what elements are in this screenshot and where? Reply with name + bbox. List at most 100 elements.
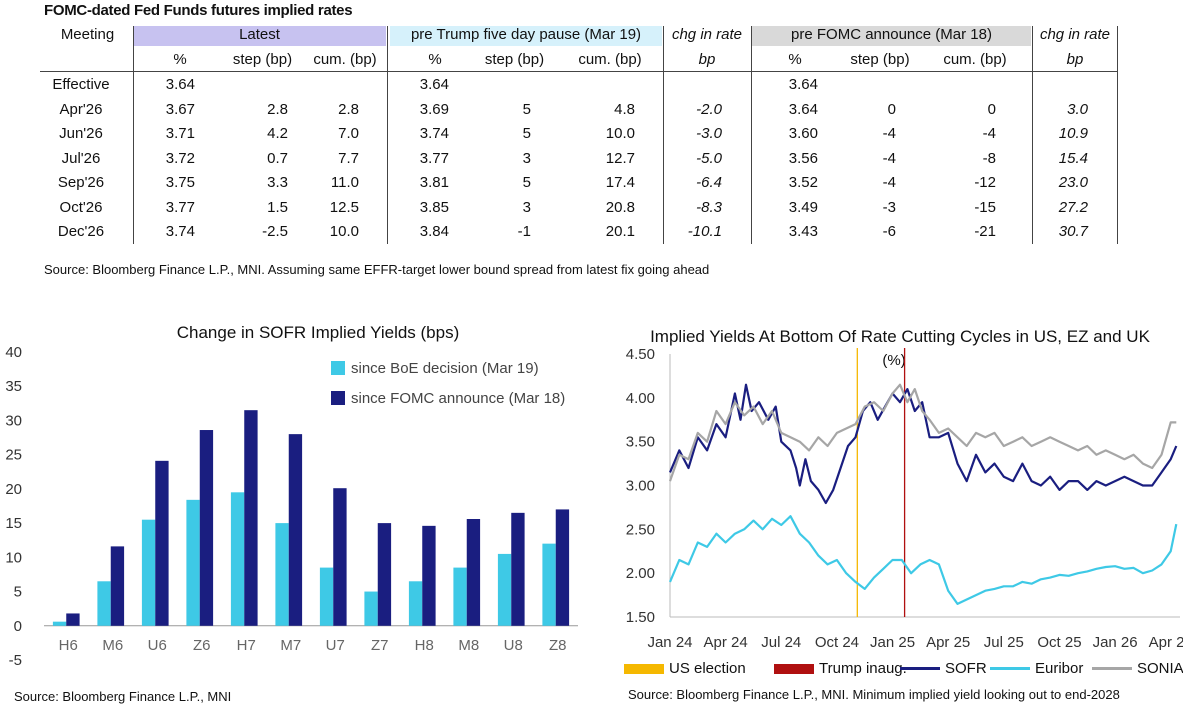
- cell-meeting: Effective: [52, 76, 110, 93]
- bar-fomc-H7: [244, 410, 258, 626]
- pre-trump-header-bg: [390, 26, 662, 46]
- cell-fomc-cum: -12: [974, 174, 996, 191]
- chg-rate-header-2: chg in rate: [1039, 26, 1111, 43]
- cell-chg1: -5.0: [696, 149, 722, 167]
- bar-legend-label: since FOMC announce (Mar 18): [351, 390, 565, 407]
- implied-yields-line-chart: Implied Yields At Bottom Of Rate Cutting…: [626, 327, 1183, 651]
- bar-fomc-Z7: [377, 523, 392, 626]
- cell-trump-cum: [560, 74, 635, 96]
- header-rule: [40, 71, 1117, 72]
- line-x-tick: Jan 25: [870, 634, 915, 651]
- series-line-sonia: [668, 383, 1177, 482]
- cell-trump-step: 5: [522, 125, 531, 142]
- cell-trump-step: -1: [517, 223, 531, 240]
- line-y-tick: 2.00: [626, 565, 655, 582]
- legend-label-euribor: Euribor: [1035, 660, 1084, 677]
- cell-fomc-cum: 0: [987, 100, 996, 118]
- legend-us-election: US election: [624, 660, 746, 677]
- bar-fomc-M6: [110, 546, 125, 626]
- bar-boe-M8: [453, 567, 467, 626]
- bar-chart-source: Source: Bloomberg Finance L.P., MNI: [14, 689, 232, 704]
- line-y-tick: 3.00: [626, 478, 655, 495]
- cell-chg1: -2.0: [696, 100, 722, 118]
- bar-fomc-U7: [333, 488, 347, 626]
- bar-fomc-U8: [511, 512, 525, 626]
- line-x-tick: Oct 25: [1037, 634, 1081, 651]
- cell-trump-cum: 20.8: [605, 198, 635, 216]
- line-y-tick: 1.50: [626, 609, 655, 626]
- bar-x-tick: Z7: [371, 637, 389, 654]
- cell-trump-pct: 3.69: [419, 100, 449, 118]
- cell-trump-cum: 17.4: [605, 174, 635, 191]
- bar-x-tick: Z6: [193, 637, 211, 654]
- legend-swatch-euribor: [990, 667, 1030, 670]
- legend-euribor: Euribor: [990, 660, 1083, 677]
- latest-header: Latest: [239, 26, 280, 43]
- cell-latest-pct: 3.72: [165, 149, 195, 167]
- bar-y-tick: 30: [5, 412, 22, 429]
- cell-meeting: Apr'26: [59, 100, 103, 118]
- cell-meeting: Oct'26: [59, 198, 103, 216]
- cell-latest-cum: 7.0: [338, 125, 359, 142]
- line-x-tick: Apr 24: [704, 634, 748, 651]
- cell-chg1: -3.0: [696, 125, 722, 142]
- cell-latest-step: 0.7: [267, 149, 288, 167]
- cell-fomc-pct: 3.60: [788, 125, 818, 142]
- cell-fomc-pct: 3.64: [788, 76, 818, 93]
- pre-fomc-header: pre FOMC announce (Mar 18): [791, 26, 992, 43]
- cell-chg2: 23.0: [1058, 174, 1088, 191]
- sub-trump-pct: %: [428, 51, 442, 68]
- divider-3: [663, 26, 664, 244]
- cell-latest-step: 1.5: [267, 198, 288, 216]
- bar-boe-Z8: [542, 543, 556, 626]
- cell-trump-pct: 3.85: [419, 198, 449, 216]
- legend-label-sofr: SOFR: [945, 660, 987, 677]
- sub-latest-pct: %: [173, 51, 187, 68]
- sub-fomc-step: step (bp): [850, 51, 910, 68]
- bar-x-tick: U7: [326, 637, 345, 654]
- sub-latest-step: step (bp): [232, 51, 293, 68]
- cell-fomc-step: -6: [882, 223, 896, 240]
- cell-latest-pct: 3.71: [165, 125, 195, 142]
- cell-chg1: -10.1: [687, 223, 722, 240]
- cell-trump-cum: 20.1: [605, 223, 635, 240]
- cell-latest-step: 2.8: [267, 100, 288, 118]
- sub-trump-cum: cum. (bp): [578, 51, 642, 68]
- bar-y-tick: 0: [14, 618, 22, 635]
- cell-latest-step: 3.3: [267, 174, 288, 191]
- legend-swatch-trump-inaug: [774, 663, 814, 674]
- line-x-tick: Jan 24: [647, 634, 692, 651]
- sub-chg1-bp: bp: [698, 51, 716, 68]
- cell-latest-pct: 3.75: [165, 174, 195, 191]
- cell-meeting: Jun'26: [59, 125, 103, 142]
- latest-header-bg: [133, 26, 386, 46]
- divider-1: [133, 26, 134, 244]
- cell-latest-cum: 2.8: [338, 100, 359, 118]
- cell-chg1: -8.3: [696, 198, 722, 216]
- line-y-tick: 4.50: [626, 346, 655, 363]
- cell-chg2: 10.9: [1058, 125, 1088, 142]
- cell-latest-cum: 10.0: [329, 223, 359, 240]
- bar-boe-H7: [230, 492, 245, 626]
- bar-boe-U6: [141, 519, 156, 626]
- cell-trump-pct: 3.84: [419, 223, 449, 240]
- meeting-header: Meeting: [60, 26, 115, 43]
- legend-swatch-sofr: [900, 667, 940, 670]
- bar-boe-M6: [97, 581, 111, 626]
- legend-trump-inaug: Trump inaug.: [774, 660, 907, 677]
- cell-trump-cum: 4.8: [614, 100, 635, 118]
- sub-trump-step: step (bp): [484, 51, 545, 68]
- bar-fomc-M7: [288, 434, 303, 626]
- sub-fomc-pct: %: [788, 51, 802, 68]
- bar-boe-H8: [408, 581, 423, 626]
- cell-chg1: [664, 74, 722, 96]
- line-x-tick: Jul 24: [761, 634, 801, 651]
- bar-fomc-Z8: [555, 509, 570, 626]
- legend-swatch-us-election: [624, 663, 664, 674]
- bar-y-tick: 25: [5, 447, 22, 464]
- cell-chg1: -6.4: [696, 174, 722, 191]
- cell-fomc-pct: 3.52: [788, 174, 818, 191]
- sub-chg2-bp: bp: [1066, 51, 1084, 68]
- bar-legend-swatch: [331, 361, 345, 375]
- bar-boe-U8: [497, 553, 512, 626]
